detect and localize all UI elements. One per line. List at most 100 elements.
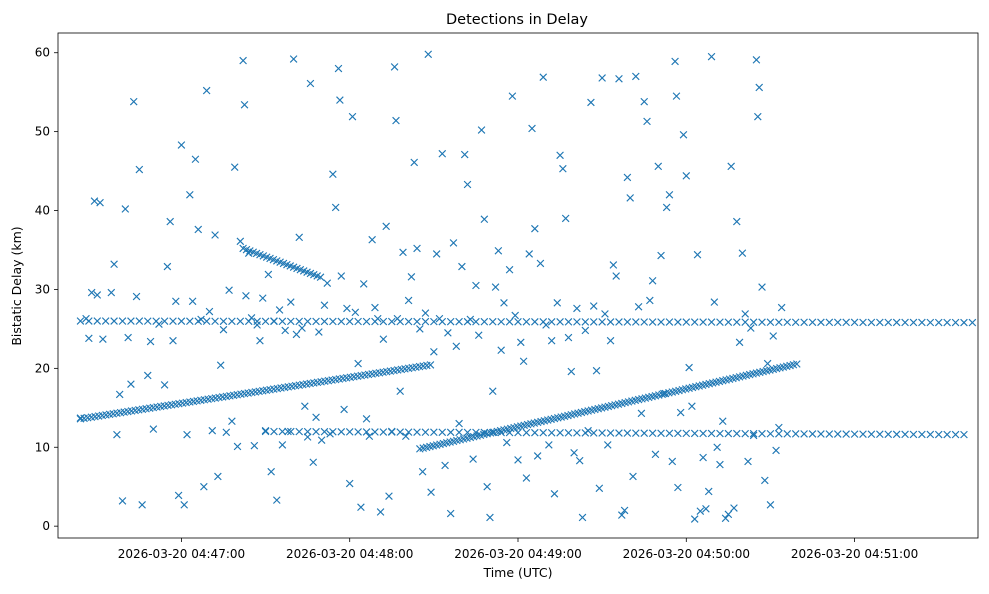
- track-marker: [547, 318, 556, 326]
- track-marker: [488, 317, 497, 326]
- data-point: [455, 419, 463, 428]
- data-point: [163, 262, 172, 271]
- data-point: [775, 423, 783, 432]
- data-point: [329, 170, 337, 179]
- data-point: [242, 291, 250, 300]
- data-point: [617, 511, 626, 519]
- track-marker: [531, 428, 539, 437]
- track-marker: [127, 317, 135, 325]
- track-marker: [783, 430, 792, 438]
- track-marker: [589, 429, 598, 437]
- track-marker: [825, 318, 834, 327]
- data-point: [500, 299, 508, 307]
- track-marker: [463, 428, 472, 437]
- data-point: [732, 217, 741, 226]
- track-marker: [817, 318, 825, 327]
- data-point: [197, 315, 205, 324]
- data-point: [149, 425, 158, 433]
- data-point: [508, 92, 517, 100]
- data-point: [135, 165, 144, 174]
- track-marker: [488, 428, 497, 437]
- data-point: [716, 460, 724, 469]
- data-point: [301, 402, 309, 411]
- data-point: [620, 506, 629, 515]
- data-point: [418, 467, 427, 476]
- track-marker: [118, 317, 127, 325]
- track-marker: [842, 318, 850, 327]
- track-marker: [850, 318, 859, 327]
- data-point: [612, 272, 620, 280]
- data-point: [216, 361, 225, 370]
- track-marker: [295, 427, 304, 436]
- chart-title: Detections in Delay: [446, 12, 588, 28]
- data-point: [438, 149, 447, 158]
- track-marker: [800, 318, 808, 327]
- track-marker: [337, 317, 346, 326]
- data-point: [404, 296, 413, 305]
- track-marker: [808, 318, 817, 327]
- data-point: [466, 315, 475, 324]
- data-point: [553, 299, 562, 307]
- data-point: [286, 298, 295, 306]
- data-point: [609, 261, 618, 269]
- data-point: [651, 450, 660, 459]
- data-point: [143, 371, 152, 380]
- data-point: [90, 197, 99, 205]
- data-point: [354, 359, 362, 368]
- data-point: [446, 509, 455, 518]
- data-point: [298, 324, 306, 332]
- data-point: [763, 359, 772, 368]
- data-point: [87, 288, 96, 297]
- data-point: [306, 79, 315, 88]
- data-point: [727, 162, 735, 171]
- x-tick-label: 2026-03-20 04:49:00: [454, 547, 581, 561]
- data-point: [584, 426, 592, 435]
- data-point: [211, 231, 219, 239]
- track-marker: [732, 429, 741, 438]
- track-marker: [522, 317, 531, 326]
- data-point: [564, 333, 573, 342]
- track-marker: [387, 317, 396, 326]
- data-point: [550, 490, 559, 498]
- data-point: [183, 430, 191, 439]
- track-marker: [833, 430, 842, 438]
- data-point: [222, 428, 231, 437]
- track-marker: [497, 317, 505, 326]
- data-point: [516, 338, 525, 347]
- data-point: [746, 324, 755, 332]
- data-point: [424, 50, 433, 59]
- data-point: [432, 250, 441, 258]
- data-point: [441, 461, 449, 470]
- track-marker: [345, 317, 354, 326]
- x-tick-label: 2026-03-20 04:51:00: [791, 547, 918, 561]
- track-marker: [758, 318, 766, 327]
- data-point: [230, 163, 239, 171]
- data-point: [191, 155, 200, 164]
- track-marker: [480, 428, 489, 437]
- track-marker: [901, 318, 909, 327]
- data-point: [589, 302, 598, 310]
- data-point: [392, 116, 400, 125]
- data-point: [483, 482, 491, 491]
- track-marker: [564, 429, 573, 437]
- track-marker: [430, 428, 438, 437]
- data-point: [205, 307, 214, 316]
- data-point: [595, 484, 604, 493]
- data-point: [696, 507, 705, 515]
- track-marker: [202, 317, 211, 326]
- data-point: [326, 430, 334, 438]
- track-marker: [775, 318, 783, 327]
- track-marker: [421, 317, 430, 326]
- track-marker: [110, 317, 118, 325]
- data-point: [648, 276, 657, 285]
- data-point: [724, 510, 733, 519]
- data-point: [525, 250, 534, 258]
- track-marker: [631, 429, 640, 437]
- track-marker: [160, 317, 169, 325]
- track-marker: [371, 428, 379, 436]
- data-point: [258, 294, 267, 302]
- data-markers: [76, 50, 977, 523]
- data-point: [225, 286, 233, 295]
- track-marker: [455, 317, 463, 326]
